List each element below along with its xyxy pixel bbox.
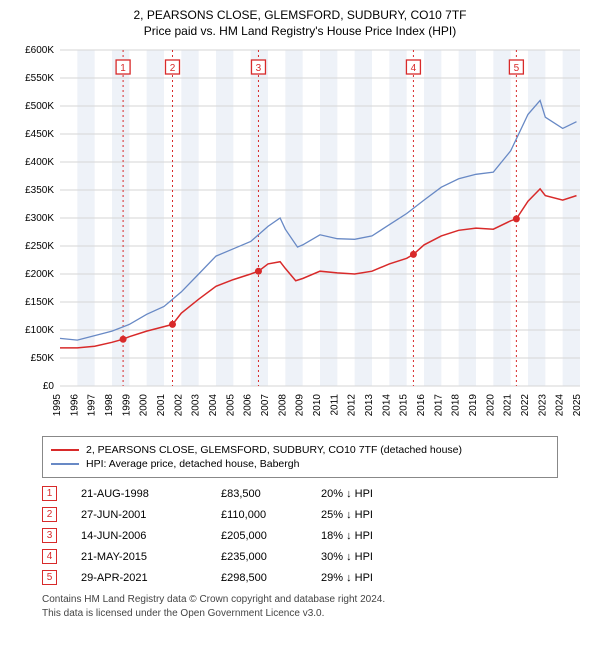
chart-subtitle: Price paid vs. HM Land Registry's House … bbox=[12, 24, 588, 38]
legend-swatch bbox=[51, 449, 79, 451]
svg-text:2010: 2010 bbox=[312, 394, 323, 417]
sale-date: 29-APR-2021 bbox=[81, 572, 221, 584]
sale-date: 27-JUN-2001 bbox=[81, 509, 221, 521]
svg-text:£450K: £450K bbox=[25, 129, 54, 140]
table-row: 5 29-APR-2021£298,50029% ↓ HPI bbox=[42, 570, 558, 585]
svg-text:£550K: £550K bbox=[25, 73, 54, 84]
sale-comparison: 18% ↓ HPI bbox=[321, 530, 421, 542]
table-row: 4 21-MAY-2015£235,00030% ↓ HPI bbox=[42, 549, 558, 564]
svg-text:2011: 2011 bbox=[329, 394, 340, 416]
legend-label: HPI: Average price, detached house, Babe… bbox=[86, 458, 299, 470]
legend-item: 2, PEARSONS CLOSE, GLEMSFORD, SUDBURY, C… bbox=[51, 444, 549, 456]
svg-text:£50K: £50K bbox=[31, 353, 55, 364]
svg-text:£400K: £400K bbox=[25, 157, 54, 168]
legend-item: HPI: Average price, detached house, Babe… bbox=[51, 458, 549, 470]
svg-text:1999: 1999 bbox=[121, 394, 132, 417]
sale-marker: 3 bbox=[42, 528, 57, 543]
svg-text:£150K: £150K bbox=[25, 297, 54, 308]
svg-text:2005: 2005 bbox=[225, 394, 236, 417]
svg-text:£350K: £350K bbox=[25, 185, 54, 196]
footer-attribution: Contains HM Land Registry data © Crown c… bbox=[42, 593, 558, 620]
svg-text:£600K: £600K bbox=[25, 45, 54, 56]
svg-text:£300K: £300K bbox=[25, 213, 54, 224]
sale-comparison: 20% ↓ HPI bbox=[321, 488, 421, 500]
legend: 2, PEARSONS CLOSE, GLEMSFORD, SUDBURY, C… bbox=[42, 436, 558, 478]
svg-text:2024: 2024 bbox=[555, 394, 566, 417]
sale-price: £205,000 bbox=[221, 530, 321, 542]
svg-text:2013: 2013 bbox=[364, 394, 375, 417]
svg-text:5: 5 bbox=[514, 63, 520, 74]
svg-text:4: 4 bbox=[411, 63, 417, 74]
sale-marker: 1 bbox=[42, 486, 57, 501]
svg-text:2025: 2025 bbox=[572, 394, 583, 417]
sale-date: 21-AUG-1998 bbox=[81, 488, 221, 500]
svg-text:£250K: £250K bbox=[25, 241, 54, 252]
svg-text:2000: 2000 bbox=[139, 394, 150, 417]
svg-text:2002: 2002 bbox=[173, 394, 184, 417]
svg-text:2007: 2007 bbox=[260, 394, 271, 417]
svg-text:2023: 2023 bbox=[537, 394, 548, 417]
svg-text:£200K: £200K bbox=[25, 269, 54, 280]
sale-price: £298,500 bbox=[221, 572, 321, 584]
svg-text:£500K: £500K bbox=[25, 101, 54, 112]
price-chart: £0 £50K £100K £150K £200K £250K £300K £350K £400… bbox=[12, 44, 588, 424]
svg-text:2015: 2015 bbox=[399, 394, 410, 417]
svg-text:2022: 2022 bbox=[520, 394, 531, 417]
sale-comparison: 25% ↓ HPI bbox=[321, 509, 421, 521]
sale-marker: 2 bbox=[42, 507, 57, 522]
svg-text:2001: 2001 bbox=[156, 394, 167, 417]
svg-text:2021: 2021 bbox=[503, 394, 514, 417]
svg-text:2012: 2012 bbox=[347, 394, 358, 417]
svg-text:1995: 1995 bbox=[52, 394, 63, 417]
sale-marker: 5 bbox=[42, 570, 57, 585]
sale-marker: 4 bbox=[42, 549, 57, 564]
table-row: 3 14-JUN-2006£205,00018% ↓ HPI bbox=[42, 528, 558, 543]
sale-date: 21-MAY-2015 bbox=[81, 551, 221, 563]
svg-text:£100K: £100K bbox=[25, 325, 54, 336]
sale-price: £235,000 bbox=[221, 551, 321, 563]
svg-text:2004: 2004 bbox=[208, 394, 219, 417]
chart-area: £0 £50K £100K £150K £200K £250K £300K £350K £400… bbox=[12, 44, 588, 424]
svg-text:2018: 2018 bbox=[451, 394, 462, 417]
footer-line2: This data is licensed under the Open Gov… bbox=[42, 607, 558, 621]
svg-text:2008: 2008 bbox=[277, 394, 288, 417]
sale-date: 14-JUN-2006 bbox=[81, 530, 221, 542]
sale-price: £83,500 bbox=[221, 488, 321, 500]
sale-comparison: 30% ↓ HPI bbox=[321, 551, 421, 563]
svg-text:2019: 2019 bbox=[468, 394, 479, 417]
svg-text:3: 3 bbox=[256, 63, 262, 74]
svg-text:1: 1 bbox=[120, 63, 126, 74]
sale-comparison: 29% ↓ HPI bbox=[321, 572, 421, 584]
svg-text:2006: 2006 bbox=[243, 394, 254, 417]
svg-text:1996: 1996 bbox=[69, 394, 80, 417]
svg-text:2003: 2003 bbox=[191, 394, 202, 417]
footer-line1: Contains HM Land Registry data © Crown c… bbox=[42, 593, 558, 607]
svg-text:1998: 1998 bbox=[104, 394, 115, 417]
svg-text:2016: 2016 bbox=[416, 394, 427, 417]
svg-text:1997: 1997 bbox=[87, 394, 98, 417]
svg-text:2017: 2017 bbox=[433, 394, 444, 417]
chart-title: 2, PEARSONS CLOSE, GLEMSFORD, SUDBURY, C… bbox=[12, 8, 588, 22]
sales-table: 1 21-AUG-1998£83,50020% ↓ HPI 2 27-JUN-2001… bbox=[42, 486, 558, 585]
svg-text:2009: 2009 bbox=[295, 394, 306, 417]
legend-swatch bbox=[51, 463, 79, 465]
legend-label: 2, PEARSONS CLOSE, GLEMSFORD, SUDBURY, C… bbox=[86, 444, 462, 456]
svg-text:£0: £0 bbox=[43, 381, 55, 392]
sale-price: £110,000 bbox=[221, 509, 321, 521]
svg-text:2014: 2014 bbox=[381, 394, 392, 417]
svg-text:2020: 2020 bbox=[485, 394, 496, 417]
svg-text:2: 2 bbox=[170, 63, 176, 74]
table-row: 2 27-JUN-2001£110,00025% ↓ HPI bbox=[42, 507, 558, 522]
table-row: 1 21-AUG-1998£83,50020% ↓ HPI bbox=[42, 486, 558, 501]
